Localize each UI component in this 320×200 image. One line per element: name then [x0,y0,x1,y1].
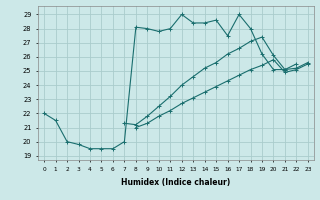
X-axis label: Humidex (Indice chaleur): Humidex (Indice chaleur) [121,178,231,186]
